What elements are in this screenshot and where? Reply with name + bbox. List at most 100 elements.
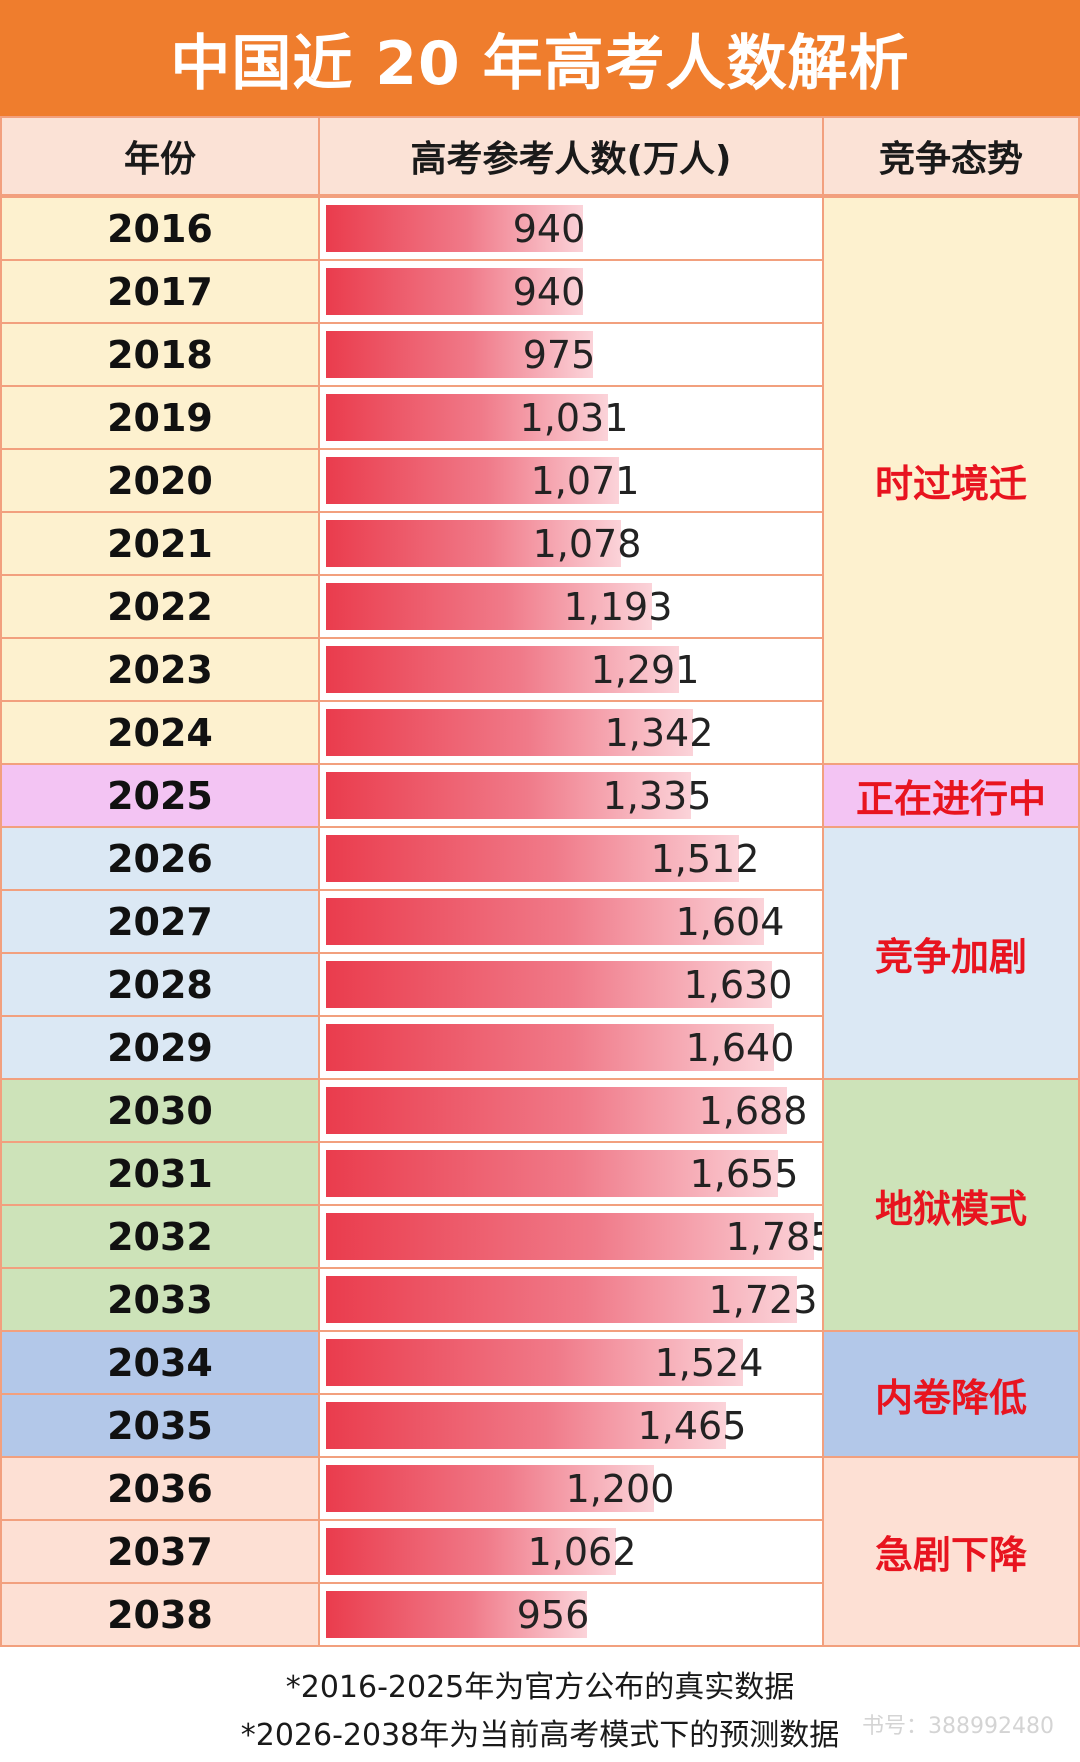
year-cell: 2020: [0, 448, 320, 513]
title-text: 中国近 20 年高考人数解析: [170, 15, 909, 102]
value-label: 1,031: [520, 387, 629, 448]
year-cell: 2032: [0, 1204, 320, 1269]
trend-label: 地狱模式: [875, 1178, 1027, 1233]
header-trend-label: 竞争态势: [879, 130, 1023, 182]
page-title: 中国近 20 年高考人数解析: [0, 0, 1080, 116]
year-label: 2017: [107, 270, 213, 314]
year-cell: 2037: [0, 1519, 320, 1584]
value-label: 1,071: [531, 450, 640, 511]
trend-label: 竞争加剧: [875, 926, 1027, 981]
value-label: 1,723: [709, 1269, 818, 1330]
bar-cell: 1,465: [318, 1393, 824, 1458]
bar-cell: 1,512: [318, 826, 824, 891]
year-cell: 2033: [0, 1267, 320, 1332]
year-cell: 2021: [0, 511, 320, 576]
year-label: 2037: [107, 1530, 213, 1574]
header-count-label: 高考参考人数(万人): [411, 130, 732, 182]
year-label: 2020: [107, 459, 213, 503]
year-label: 2034: [107, 1341, 213, 1385]
year-cell: 2018: [0, 322, 320, 387]
value-label: 1,062: [528, 1521, 637, 1582]
trend-label: 急剧下降: [875, 1524, 1027, 1579]
header-count: 高考参考人数(万人): [318, 116, 824, 196]
year-cell: 2028: [0, 952, 320, 1017]
trend-cell: 时过境迁: [822, 196, 1080, 765]
bar-cell: 1,071: [318, 448, 824, 513]
bar-cell: 1,335: [318, 763, 824, 828]
year-cell: 2035: [0, 1393, 320, 1458]
chart-table: 年份 高考参考人数(万人) 竞争态势 2016 940 2017 940 2018 975…: [0, 116, 1080, 1646]
bar-cell: 975: [318, 322, 824, 387]
watermark: 书号：388992480: [862, 1708, 1054, 1740]
note-real-data: *2016-2025年为官方公布的真实数据: [0, 1662, 1080, 1706]
value-label: 1,688: [699, 1080, 808, 1141]
year-label: 2031: [107, 1152, 213, 1196]
value-label: 1,785: [726, 1206, 824, 1267]
trend-cell: 正在进行中: [822, 763, 1080, 828]
value-label: 1,512: [651, 828, 760, 889]
year-label: 2019: [107, 396, 213, 440]
value-label: 1,524: [655, 1332, 764, 1393]
year-label: 2024: [107, 711, 213, 755]
bar-cell: 1,630: [318, 952, 824, 1017]
bar-cell: 940: [318, 196, 824, 261]
bar-cell: 1,604: [318, 889, 824, 954]
value-label: 1,335: [603, 765, 712, 826]
year-cell: 2026: [0, 826, 320, 891]
year-label: 2036: [107, 1467, 213, 1511]
trend-cell: 地狱模式: [822, 1078, 1080, 1332]
trend-label: 时过境迁: [875, 453, 1027, 508]
bar-cell: 1,200: [318, 1456, 824, 1521]
value-label: 1,465: [638, 1395, 747, 1456]
bar-cell: 1,031: [318, 385, 824, 450]
value-label: 1,655: [690, 1143, 799, 1204]
year-cell: 2019: [0, 385, 320, 450]
year-cell: 2029: [0, 1015, 320, 1080]
trend-label: 正在进行中: [856, 768, 1046, 823]
year-label: 2033: [107, 1278, 213, 1322]
year-cell: 2034: [0, 1330, 320, 1395]
year-label: 2028: [107, 963, 213, 1007]
bar-cell: 956: [318, 1582, 824, 1647]
value-label: 1,200: [566, 1458, 675, 1519]
bar-cell: 1,291: [318, 637, 824, 702]
year-cell: 2017: [0, 259, 320, 324]
header-trend: 竞争态势: [822, 116, 1080, 196]
year-label: 2029: [107, 1026, 213, 1070]
value-label: 1,078: [533, 513, 642, 574]
year-cell: 2030: [0, 1078, 320, 1143]
trend-cell: 急剧下降: [822, 1456, 1080, 1647]
bar-cell: 1,723: [318, 1267, 824, 1332]
trend-cell: 内卷降低: [822, 1330, 1080, 1458]
value-label: 1,630: [684, 954, 793, 1015]
header-year-label: 年份: [124, 130, 196, 182]
year-label: 2026: [107, 837, 213, 881]
year-label: 2018: [107, 333, 213, 377]
year-cell: 2024: [0, 700, 320, 765]
year-label: 2035: [107, 1404, 213, 1448]
year-label: 2023: [107, 648, 213, 692]
value-label: 940: [513, 198, 586, 259]
year-cell: 2016: [0, 196, 320, 261]
bar-cell: 940: [318, 259, 824, 324]
value-label: 1,604: [676, 891, 785, 952]
value-label: 940: [513, 261, 586, 322]
year-label: 2022: [107, 585, 213, 629]
bar-cell: 1,078: [318, 511, 824, 576]
bar-cell: 1,655: [318, 1141, 824, 1206]
year-cell: 2027: [0, 889, 320, 954]
value-label: 975: [523, 324, 596, 385]
year-cell: 2025: [0, 763, 320, 828]
year-label: 2030: [107, 1089, 213, 1133]
bar-cell: 1,688: [318, 1078, 824, 1143]
bar-cell: 1,785: [318, 1204, 824, 1269]
year-label: 2032: [107, 1215, 213, 1259]
header-year: 年份: [0, 116, 320, 196]
year-label: 2016: [107, 207, 213, 251]
value-label: 956: [517, 1584, 590, 1645]
value-label: 1,342: [605, 702, 714, 763]
bar-cell: 1,640: [318, 1015, 824, 1080]
year-cell: 2022: [0, 574, 320, 639]
trend-label: 内卷降低: [875, 1367, 1027, 1422]
year-label: 2025: [107, 774, 213, 818]
